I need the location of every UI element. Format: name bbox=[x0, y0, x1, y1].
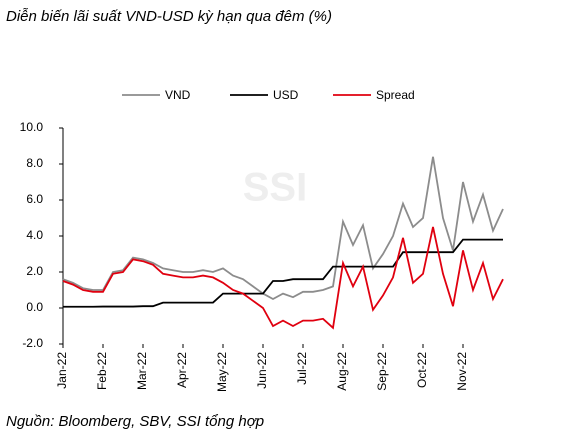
x-tick-label: Jun-22 bbox=[255, 352, 269, 389]
x-tick-label: May-22 bbox=[215, 352, 229, 392]
y-tick-label: -2.0 bbox=[22, 336, 43, 350]
legend-label: Spread bbox=[376, 88, 415, 102]
x-tick-label: Apr-22 bbox=[175, 352, 189, 388]
chart-title: Diễn biến lãi suất VND-USD kỳ hạn qua đê… bbox=[6, 8, 332, 25]
x-tick-label: Jan-22 bbox=[55, 352, 69, 389]
y-tick-label: 6.0 bbox=[26, 192, 43, 206]
series-line bbox=[62, 226, 504, 330]
y-tick-label: 10.0 bbox=[20, 120, 44, 134]
source-note: Nguồn: Bloomberg, SBV, SSI tổng hợp bbox=[6, 413, 264, 430]
legend-label: VND bbox=[165, 88, 191, 102]
y-tick-label: 4.0 bbox=[26, 228, 43, 242]
legend-label: USD bbox=[273, 88, 299, 102]
series-line bbox=[63, 238, 503, 308]
watermark: SSI bbox=[243, 166, 307, 210]
series-line bbox=[62, 156, 504, 301]
x-tick-label: Oct-22 bbox=[415, 352, 429, 388]
y-tick-label: 8.0 bbox=[26, 156, 43, 170]
y-tick-label: 0.0 bbox=[26, 300, 43, 314]
x-tick-label: Sep-22 bbox=[375, 352, 389, 391]
x-tick-label: Mar-22 bbox=[135, 352, 149, 390]
x-tick-label: Jul-22 bbox=[295, 352, 309, 385]
x-tick-label: Feb-22 bbox=[95, 352, 109, 390]
x-tick-label: Nov-22 bbox=[455, 352, 469, 391]
y-tick-label: 2.0 bbox=[26, 264, 43, 278]
x-tick-label: Aug-22 bbox=[335, 352, 349, 391]
